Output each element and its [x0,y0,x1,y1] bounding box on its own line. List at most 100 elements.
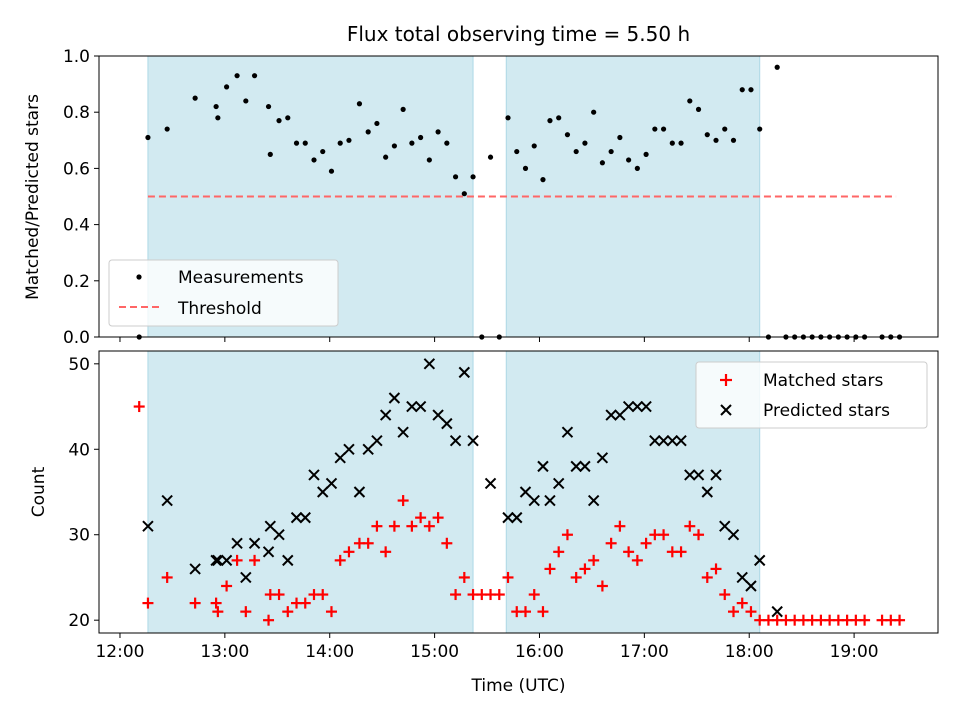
top-dot-point-1 [145,134,151,141]
bottom-plus-point-7 [231,554,243,566]
bottom-x-point-30 [441,417,453,430]
bottom-axes-frame [98,350,939,634]
bottom-plus-point-82 [894,614,906,626]
bottom-plus-point-61 [701,571,713,583]
top-dot-point-24 [383,154,389,160]
bottom-x-point-51 [640,400,652,413]
bottom-x-point-54 [666,435,679,447]
bottom-x-point-65 [771,605,783,618]
xtick-label-5: 17:00 [620,642,669,662]
bottom-x-point-41 [552,477,565,490]
bottom-plus-point-43 [544,563,556,575]
bottom-plus-point-59 [684,520,696,532]
bottom-plus-point-18 [325,606,337,618]
bottom-plus-point-0 [133,401,145,413]
top-dot-point-21 [356,101,363,107]
bottom-plus-point-29 [423,520,435,532]
top-dot-point-28 [418,134,424,141]
bottom-x-point-6 [231,537,243,549]
bottom-plus-point-6 [221,580,233,592]
bottom-plus-point-10 [263,614,275,626]
bottom-x-point-4 [212,554,224,567]
top-dot-point-46 [573,148,579,155]
bottom-x-point-12 [282,554,294,567]
bottom-plus-point-17 [317,589,329,601]
top-dot-point-20 [346,137,352,143]
top-dot-point-57 [669,140,675,146]
bottom-x-point-38 [528,494,540,507]
bottom-x-point-18 [334,452,346,464]
bottom-plus-point-38 [502,571,514,583]
top-panel: 0.0 0.2 0.4 0.6 0.8 1.0 [63,47,939,348]
bottom-x-point-29 [432,409,444,421]
legend-predicted-label: Predicted stars [763,401,890,421]
bottom-plus-point-5 [212,606,224,618]
top-dot-point-18 [328,168,335,174]
bottom-plus-point-44 [553,546,565,558]
bottom-ytick-label-0: 20 [68,611,90,631]
bottom-x-point-33 [467,435,479,447]
top-dot-point-23 [374,120,380,127]
bottom-plus-point-24 [380,546,392,558]
bottom-x-point-22 [371,435,383,447]
bottom-plus-point-25 [388,520,400,532]
top-dot-point-58 [678,140,684,146]
top-dot-point-33 [461,191,467,197]
top-dot-point-14 [293,140,300,146]
top-dot-point-55 [652,126,658,132]
top-dot-point-26 [400,106,406,112]
bottom-x-point-8 [248,537,261,549]
top-dot-point-45 [564,132,571,138]
top-dot-point-54 [643,151,649,157]
top-dot-point-39 [514,148,520,155]
bottom-x-point-25 [397,426,409,438]
bottom-plus-point-31 [441,537,453,549]
legend-top: Measurements Threshold [108,259,339,327]
top-dot-point-25 [391,143,397,149]
top-dot-point-53 [634,165,640,171]
bottom-plus-point-1 [142,597,154,609]
bottom-x-point-3 [210,554,222,567]
bottom-plus-point-46 [570,571,582,583]
top-dot-point-69 [774,64,780,70]
legend-top-frame [108,259,339,327]
bottom-ytick-label-2: 40 [68,440,90,460]
bottom-ylabel: Count [29,466,49,517]
bottom-plus-point-22 [362,537,374,549]
bottom-x-point-46 [596,452,609,464]
bottom-x-point-58 [701,486,713,498]
bottom-x-point-31 [449,435,462,447]
top-dot-point-40 [522,165,529,171]
top-dot-point-32 [452,174,459,180]
legend-matched-label: Matched stars [763,371,883,391]
top-dot-point-65 [739,87,745,93]
xtick-label-7: 19:00 [830,642,879,662]
x-axis-label: Time (UTC) [471,676,566,696]
bottom-plus-point-49 [596,580,608,592]
xtick-label-1: 13:00 [200,642,249,662]
legend-measurements-label: Measurements [178,268,304,288]
bottom-x-point-24 [388,392,401,404]
top-dot-point-16 [311,157,317,163]
legend-measurements-marker [136,274,142,280]
bottom-x-point-35 [502,511,514,524]
bottom-x-point-63 [745,580,757,592]
bottom-x-point-34 [484,477,497,490]
bottom-plus-point-51 [614,520,626,532]
top-dot-point-31 [444,140,450,146]
top-dot-point-42 [540,177,546,183]
bottom-plus-point-4 [210,597,222,609]
bottom-plus-point-2 [161,571,173,583]
top-dot-point-29 [426,157,432,163]
top-dot-point-50 [608,148,614,155]
top-dot-point-62 [713,137,719,143]
bottom-x-point-53 [657,435,670,447]
bottom-plus-point-66 [745,606,757,618]
legend-matched-marker [720,374,732,386]
bottom-plus-point-40 [519,606,531,618]
bottom-x-point-43 [570,460,582,473]
top-dot-point-56 [660,126,667,132]
bottom-ytick-label-3: 50 [68,355,90,375]
bottom-plus-point-37 [493,589,505,601]
bottom-x-point-61 [727,529,740,541]
